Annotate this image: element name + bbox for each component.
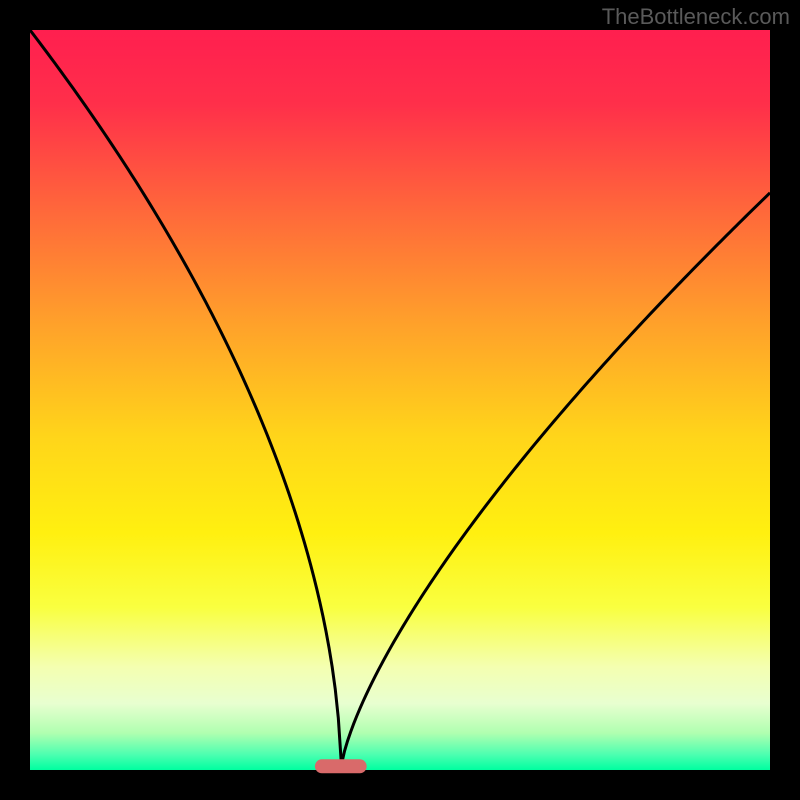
- chart-container: TheBottleneck.com: [0, 0, 800, 800]
- plot-area: [30, 30, 770, 770]
- watermark-text: TheBottleneck.com: [602, 4, 790, 30]
- bottleneck-chart: [0, 0, 800, 800]
- minimum-marker: [315, 759, 367, 773]
